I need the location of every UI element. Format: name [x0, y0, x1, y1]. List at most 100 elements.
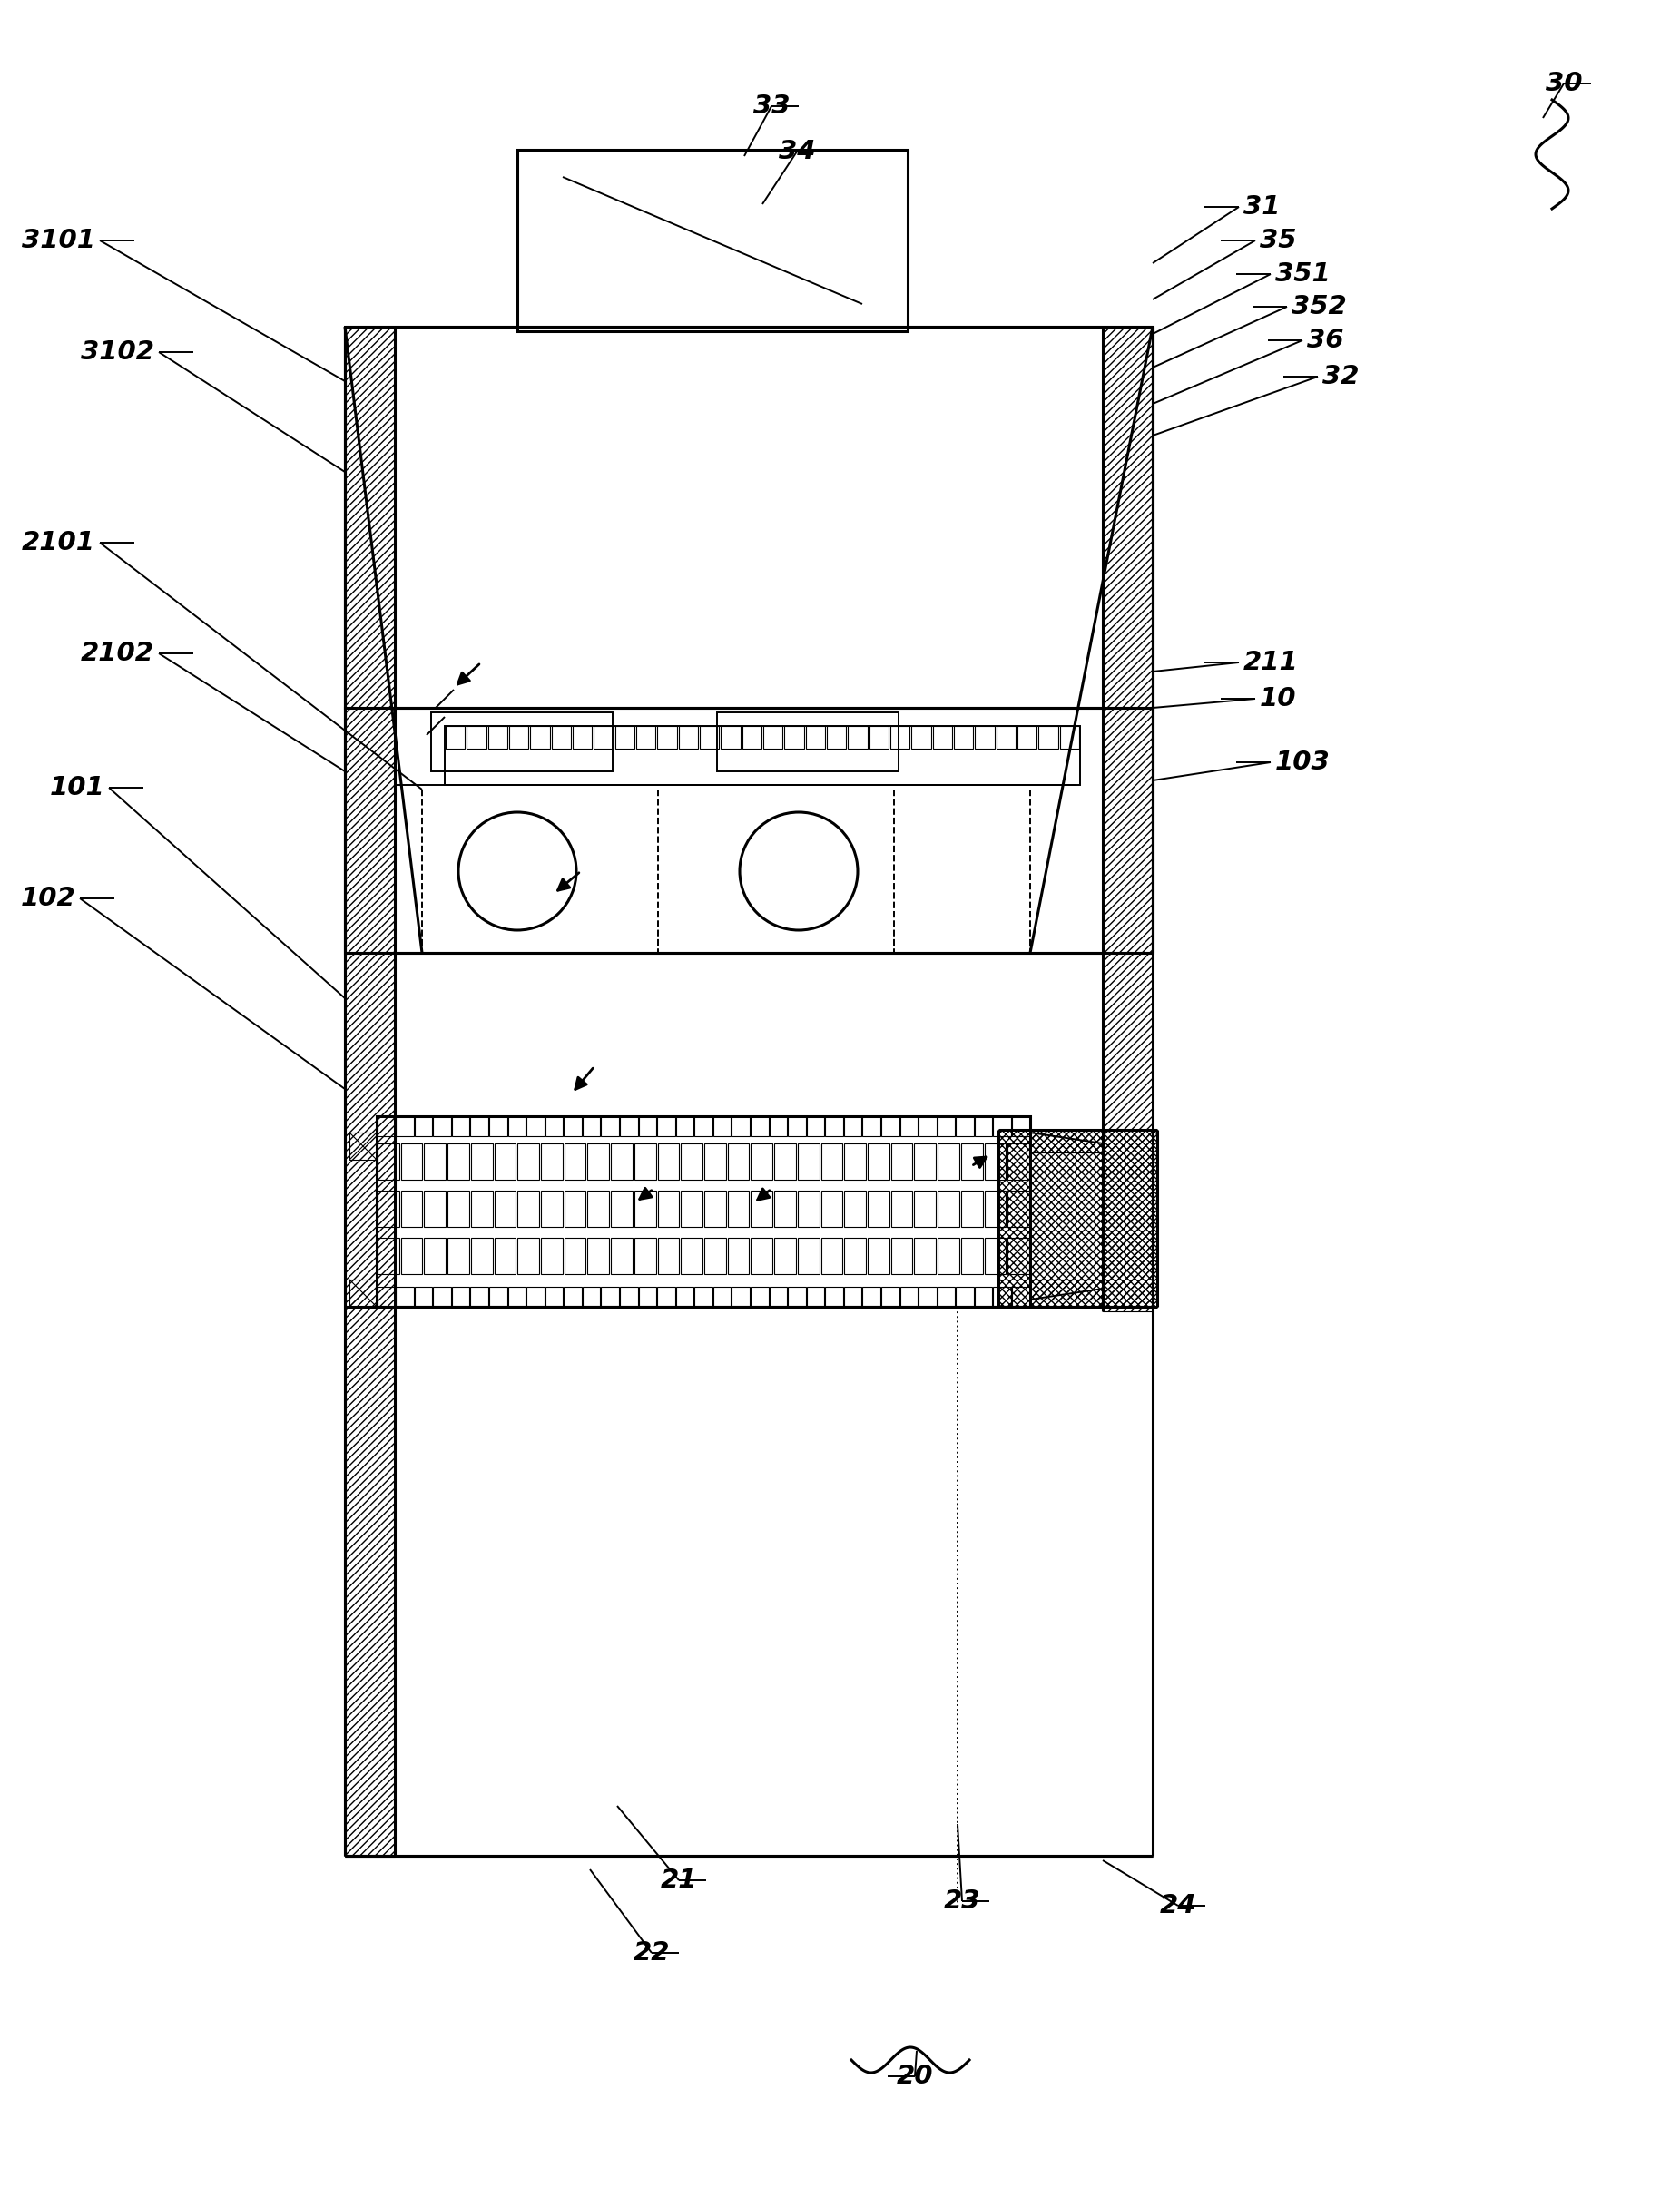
Bar: [862, 1116, 880, 1136]
Bar: [806, 1287, 825, 1307]
Bar: [620, 1287, 638, 1307]
Bar: [890, 1191, 912, 1226]
Bar: [732, 1116, 749, 1136]
Bar: [956, 1116, 974, 1136]
Bar: [635, 1237, 655, 1274]
Bar: [433, 1116, 450, 1136]
Bar: [637, 725, 655, 749]
Bar: [376, 1287, 395, 1307]
Bar: [679, 725, 697, 749]
Bar: [487, 725, 507, 749]
Bar: [489, 1116, 507, 1136]
Bar: [763, 725, 783, 749]
Bar: [1008, 1191, 1030, 1226]
Bar: [845, 1237, 865, 1274]
Bar: [447, 1237, 469, 1274]
Bar: [344, 327, 395, 1856]
Bar: [932, 725, 953, 749]
Bar: [467, 725, 486, 749]
Bar: [635, 1142, 655, 1180]
Bar: [447, 1191, 469, 1226]
Bar: [822, 1191, 843, 1226]
Bar: [425, 1237, 445, 1274]
Bar: [996, 725, 1016, 749]
Bar: [727, 1237, 749, 1274]
Bar: [675, 1287, 694, 1307]
Bar: [956, 1287, 974, 1307]
Bar: [657, 725, 677, 749]
Bar: [680, 1142, 702, 1180]
Bar: [680, 1191, 702, 1226]
Bar: [822, 1142, 843, 1180]
Bar: [657, 1142, 679, 1180]
Bar: [867, 1237, 889, 1274]
Bar: [919, 1287, 936, 1307]
Text: 10: 10: [1260, 685, 1297, 712]
Bar: [961, 1142, 983, 1180]
Bar: [432, 712, 613, 771]
Bar: [445, 725, 1080, 784]
Bar: [774, 1142, 796, 1180]
Bar: [378, 1191, 400, 1226]
Bar: [1018, 725, 1037, 749]
Bar: [867, 1142, 889, 1180]
Bar: [974, 725, 995, 749]
Bar: [717, 712, 899, 771]
Bar: [788, 1287, 806, 1307]
Bar: [494, 1142, 516, 1180]
Bar: [843, 1116, 862, 1136]
Bar: [494, 1191, 516, 1226]
Bar: [825, 1287, 843, 1307]
Bar: [517, 1237, 539, 1274]
Text: 352: 352: [1292, 294, 1347, 319]
Bar: [704, 1191, 726, 1226]
Bar: [1011, 1287, 1030, 1307]
Text: 101: 101: [49, 776, 104, 800]
Text: 103: 103: [1275, 749, 1331, 776]
Bar: [517, 1142, 539, 1180]
Bar: [788, 1116, 806, 1136]
Bar: [657, 1191, 679, 1226]
Text: 351: 351: [1275, 261, 1331, 288]
Text: 33: 33: [753, 94, 790, 119]
Bar: [714, 1116, 731, 1136]
Bar: [961, 1237, 983, 1274]
Bar: [425, 1191, 445, 1226]
Bar: [785, 725, 803, 749]
Bar: [751, 1237, 773, 1274]
Bar: [1008, 1142, 1030, 1180]
Bar: [867, 1191, 889, 1226]
Bar: [890, 1142, 912, 1180]
Text: 3102: 3102: [81, 338, 155, 365]
Bar: [551, 725, 571, 749]
Bar: [564, 1142, 586, 1180]
Bar: [470, 1142, 492, 1180]
Bar: [526, 1287, 544, 1307]
Bar: [751, 1191, 773, 1226]
Bar: [470, 1287, 489, 1307]
Text: 3101: 3101: [22, 228, 96, 253]
Bar: [376, 1116, 1030, 1307]
Bar: [657, 1287, 675, 1307]
Bar: [564, 1237, 586, 1274]
Bar: [862, 1287, 880, 1307]
Bar: [588, 1237, 610, 1274]
Bar: [937, 1142, 959, 1180]
Bar: [470, 1191, 492, 1226]
Bar: [402, 1191, 422, 1226]
Text: 23: 23: [944, 1889, 981, 1914]
Bar: [541, 1142, 563, 1180]
Bar: [1011, 1116, 1030, 1136]
Bar: [914, 1142, 936, 1180]
Bar: [1030, 1279, 1102, 1298]
Bar: [798, 1191, 820, 1226]
Bar: [993, 1116, 1011, 1136]
Bar: [564, 1191, 586, 1226]
Bar: [704, 1142, 726, 1180]
Bar: [937, 1191, 959, 1226]
Bar: [415, 1287, 432, 1307]
Bar: [769, 1287, 786, 1307]
Bar: [452, 1116, 470, 1136]
Bar: [1008, 1237, 1030, 1274]
Bar: [937, 1237, 959, 1274]
